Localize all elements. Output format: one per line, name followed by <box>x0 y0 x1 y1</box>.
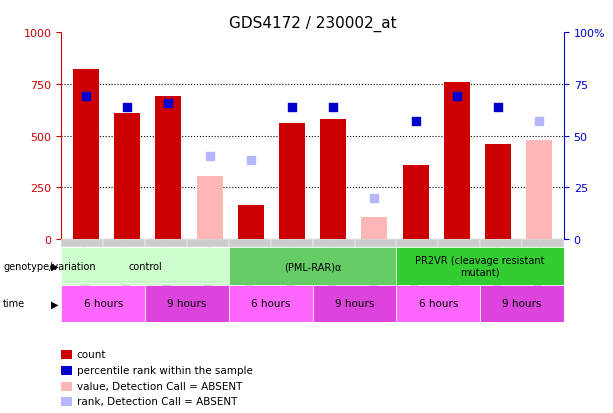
Point <box>287 104 297 111</box>
Bar <box>403 165 428 240</box>
Text: genotype/variation: genotype/variation <box>3 261 96 271</box>
Bar <box>362 218 387 240</box>
FancyBboxPatch shape <box>61 240 103 248</box>
Text: count: count <box>77 349 106 359</box>
Text: rank, Detection Call = ABSENT: rank, Detection Call = ABSENT <box>77 396 237 406</box>
Text: (PML-RAR)α: (PML-RAR)α <box>284 261 341 271</box>
Point <box>164 100 173 107</box>
Text: ▶: ▶ <box>51 261 58 271</box>
Text: PR2VR (cleavage resistant
mutant): PR2VR (cleavage resistant mutant) <box>416 256 545 277</box>
Bar <box>526 140 552 240</box>
Text: 9 hours: 9 hours <box>335 299 374 309</box>
Point <box>535 119 544 125</box>
Point <box>452 94 462 100</box>
Bar <box>114 114 140 240</box>
Bar <box>156 97 181 240</box>
Point <box>329 104 338 111</box>
Text: 6 hours: 6 hours <box>251 299 291 309</box>
Point <box>123 104 132 111</box>
Point <box>411 119 421 125</box>
Bar <box>73 70 99 240</box>
FancyBboxPatch shape <box>145 285 229 322</box>
Text: time: time <box>3 299 25 309</box>
FancyBboxPatch shape <box>313 240 354 248</box>
Bar <box>485 145 511 240</box>
Text: value, Detection Call = ABSENT: value, Detection Call = ABSENT <box>77 381 242 391</box>
FancyBboxPatch shape <box>271 240 313 248</box>
Text: percentile rank within the sample: percentile rank within the sample <box>77 365 253 375</box>
FancyBboxPatch shape <box>229 285 313 322</box>
Text: 9 hours: 9 hours <box>167 299 207 309</box>
Title: GDS4172 / 230002_at: GDS4172 / 230002_at <box>229 16 397 32</box>
Bar <box>320 120 346 240</box>
FancyBboxPatch shape <box>313 285 397 322</box>
FancyBboxPatch shape <box>438 240 480 248</box>
FancyBboxPatch shape <box>480 240 522 248</box>
Bar <box>197 177 223 240</box>
Text: 9 hours: 9 hours <box>503 299 542 309</box>
FancyBboxPatch shape <box>145 240 187 248</box>
FancyBboxPatch shape <box>480 285 564 322</box>
FancyBboxPatch shape <box>61 248 229 285</box>
Bar <box>279 124 305 240</box>
Bar <box>238 206 264 240</box>
Point <box>493 104 503 111</box>
Point <box>370 195 379 202</box>
Bar <box>444 83 470 240</box>
FancyBboxPatch shape <box>522 240 564 248</box>
FancyBboxPatch shape <box>397 248 564 285</box>
FancyBboxPatch shape <box>229 248 397 285</box>
Text: control: control <box>128 261 162 271</box>
FancyBboxPatch shape <box>187 240 229 248</box>
Text: 6 hours: 6 hours <box>83 299 123 309</box>
FancyBboxPatch shape <box>229 240 271 248</box>
Text: 6 hours: 6 hours <box>419 299 458 309</box>
Text: ▶: ▶ <box>51 299 58 309</box>
FancyBboxPatch shape <box>61 285 145 322</box>
FancyBboxPatch shape <box>354 240 397 248</box>
FancyBboxPatch shape <box>397 240 438 248</box>
FancyBboxPatch shape <box>103 240 145 248</box>
Point <box>81 94 91 100</box>
FancyBboxPatch shape <box>397 285 480 322</box>
Point <box>246 158 256 164</box>
Point <box>205 154 215 160</box>
